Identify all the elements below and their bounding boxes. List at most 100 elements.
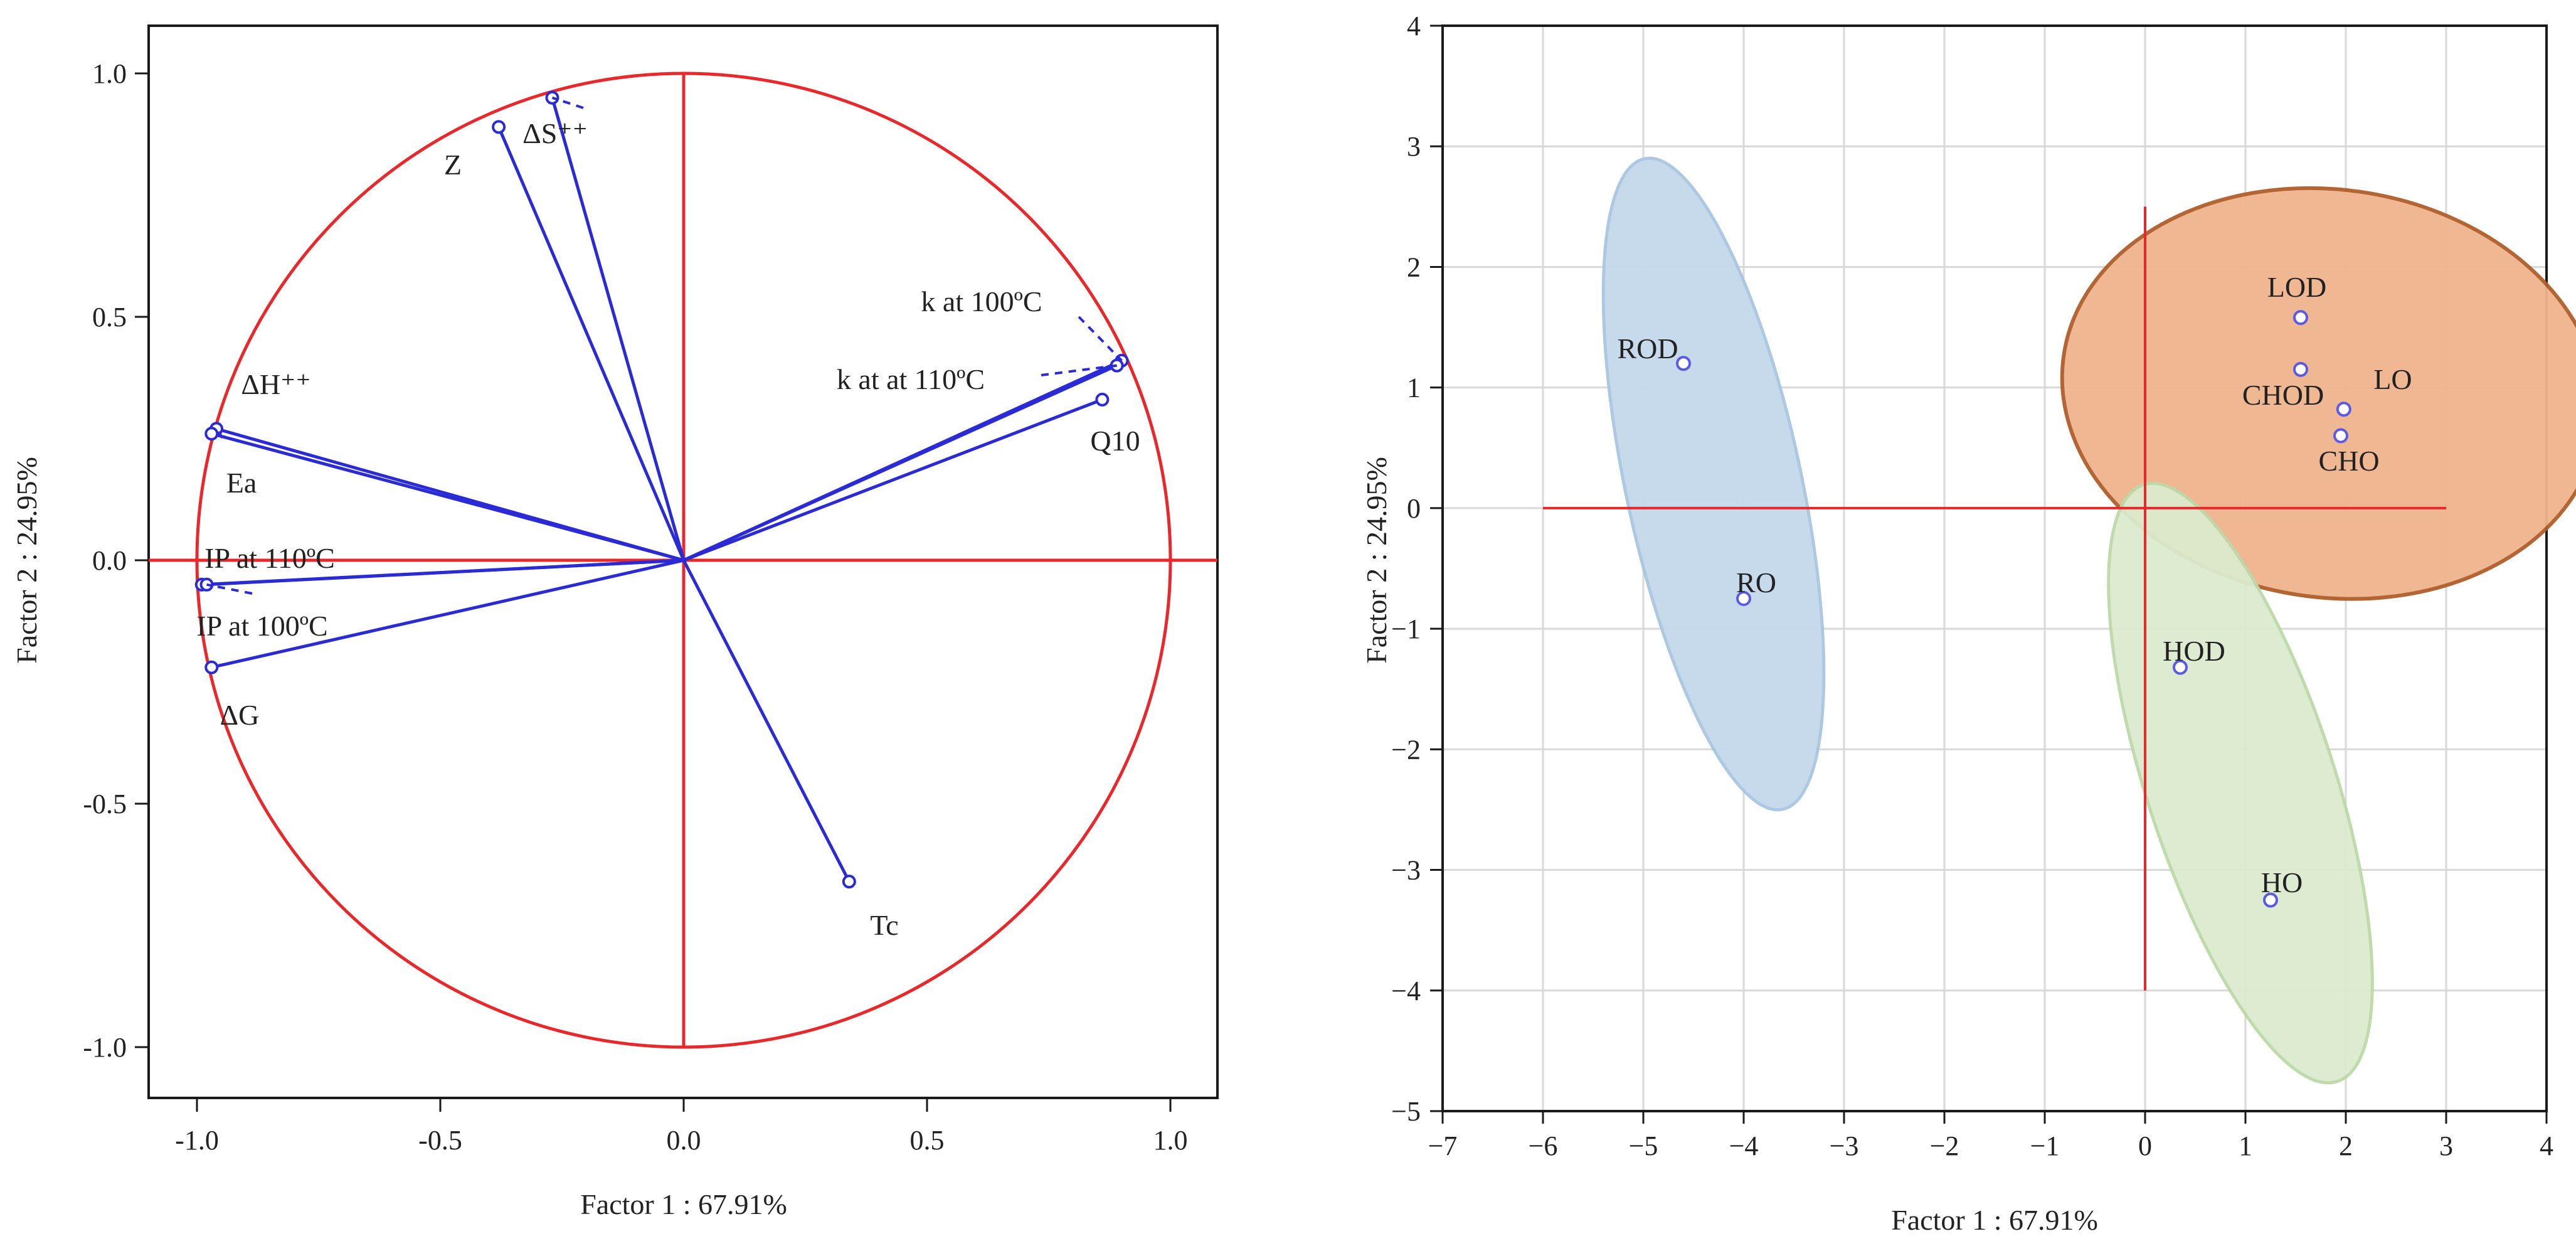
group-ellipse-r <box>1601 156 1826 812</box>
left-ytick-labels: -1.0 -0.5 0.0 0.5 1.0 <box>83 58 127 1063</box>
group-ellipse-h <box>2107 481 2374 1085</box>
vector-tip-tc <box>842 875 856 889</box>
point-label-lod: LOD <box>2267 271 2327 303</box>
right-ytick-labels: −5 −4 −3 −2 −1 0 1 2 3 4 <box>1391 11 1421 1127</box>
loading-vectors <box>194 90 1129 889</box>
score-point-rod <box>1676 356 1691 371</box>
left-xtick-label: 1.0 <box>1153 1125 1188 1156</box>
right-ytick-label: 1 <box>1407 373 1421 403</box>
score-point-hod <box>2173 659 2188 675</box>
right-xtick-label: 4 <box>2540 1131 2553 1161</box>
left-ticks <box>135 72 1172 1112</box>
point-label-hod: HOD <box>2163 635 2225 667</box>
vector-label-ea: Ea <box>226 467 257 499</box>
right-xtick-labels: −7 −6 −5 −4 −3 −2 −1 0 1 2 3 4 <box>1428 1131 2553 1161</box>
group-ellipses <box>1601 156 2576 1085</box>
vector-line-s <box>551 97 686 561</box>
right-xtick-label: −7 <box>1428 1131 1458 1161</box>
right-ytick-label: 0 <box>1407 493 1421 524</box>
vector-line-ea <box>211 432 684 562</box>
vector-label-tc: Tc <box>870 909 898 941</box>
right-xtick-label: 1 <box>2239 1131 2252 1161</box>
right-xtick-label: 2 <box>2339 1131 2353 1161</box>
vector-label-delta-g: ΔG <box>220 699 260 731</box>
left-xtick-labels: -1.0 -0.5 0.0 0.5 1.0 <box>175 1125 1187 1156</box>
right-ytick-label: 2 <box>1407 252 1421 282</box>
score-points <box>1676 310 2351 908</box>
vector-tip-q10 <box>1095 392 1110 407</box>
right-xtick-label: −6 <box>1529 1131 1558 1161</box>
left-xtick-label: 0.5 <box>910 1125 945 1156</box>
right-ytick-label: 3 <box>1407 131 1421 162</box>
right-ytick-label: 4 <box>1407 11 1421 41</box>
label-leader-lines <box>206 96 1123 595</box>
right-ytick-label: −3 <box>1391 855 1421 886</box>
leader-k-at-100-c <box>1078 316 1123 362</box>
unit-circle <box>195 72 1172 1049</box>
left-xtick-label: -1.0 <box>175 1125 219 1156</box>
score-point-chod <box>2293 361 2308 377</box>
score-point-ho <box>2263 892 2278 908</box>
right-xtick-label: −5 <box>1629 1131 1658 1161</box>
left-ytick-label: -1.0 <box>83 1032 127 1063</box>
vector-line-z <box>497 126 686 561</box>
left-xtick-label: -0.5 <box>418 1125 462 1156</box>
vector-label-k110: k at at 110ºC <box>837 363 985 395</box>
vector-line-g <box>211 558 684 669</box>
point-label-lo: LO <box>2373 363 2412 395</box>
loading-labels: Z ΔS⁺⁺ k at 100ºC k at at 110ºC Q10 ΔH⁺⁺… <box>196 117 1140 941</box>
right-origin-cross <box>1543 206 2446 991</box>
left-ytick-label: 0.0 <box>92 545 127 576</box>
left-y-axis-label: Factor 2 : 24.95% <box>11 457 43 664</box>
right-ytick-label: −4 <box>1391 976 1421 1006</box>
right-xtick-label: −2 <box>1930 1131 1959 1161</box>
right-y-axis-label: Factor 2 : 24.95% <box>1360 457 1392 664</box>
correlation-circle-chart: -1.0 -0.5 0.0 0.5 1.0 -1.0 -0.5 0.0 0.5 1.0 Z ΔS… <box>11 24 1219 1220</box>
point-label-rod: ROD <box>1617 333 1678 365</box>
vector-label-q10: Q10 <box>1090 425 1140 457</box>
point-label-ho: HO <box>2261 866 2303 898</box>
vector-label-delta-s: ΔS⁺⁺ <box>522 117 588 149</box>
point-label-cho: CHO <box>2318 445 2379 477</box>
left-ytick-label: 1.0 <box>92 58 127 89</box>
vector-line-ip-at-100-c <box>206 558 684 587</box>
vector-tip-g <box>204 660 219 674</box>
right-xtick-label: −1 <box>2030 1131 2060 1161</box>
vector-tip-z <box>492 120 506 134</box>
right-x-axis-label: Factor 1 : 67.91% <box>1891 1204 2098 1236</box>
score-point-ro <box>1736 591 1751 607</box>
vector-line-tc <box>682 559 851 883</box>
vector-tip-ea <box>204 427 219 441</box>
left-ytick-label: -0.5 <box>83 789 127 819</box>
right-ytick-label: −1 <box>1391 614 1421 644</box>
right-xtick-label: 0 <box>2138 1131 2152 1161</box>
vector-label-delta-h: ΔH⁺⁺ <box>241 368 310 400</box>
right-xtick-label: −3 <box>1830 1131 1859 1161</box>
right-ticks <box>1430 24 2548 1124</box>
vector-label-z: Z <box>444 149 462 181</box>
group-ellipse-l-ch <box>2060 186 2576 601</box>
right-plot-frame <box>1441 24 2548 1112</box>
point-label-chod: CHOD <box>2242 379 2324 411</box>
right-xtick-label: 3 <box>2439 1131 2453 1161</box>
vector-label-k100: k at 100ºC <box>921 285 1042 317</box>
right-xtick-label: −4 <box>1729 1131 1759 1161</box>
score-plot-chart: −7 −6 −5 −4 −3 −2 −1 0 1 2 3 4 −5 −4 −3 −2 −1 0 1 2 3 4 ROD … <box>1360 11 2576 1236</box>
score-labels: ROD RO LOD CHOD LO CHO HOD HO <box>1617 271 2412 898</box>
right-ytick-label: −5 <box>1391 1096 1421 1127</box>
leader-s <box>551 96 584 109</box>
point-label-ro: RO <box>1736 567 1776 599</box>
left-ytick-label: 0.5 <box>92 302 127 333</box>
left-xtick-label: 0.0 <box>667 1125 701 1156</box>
right-ytick-label: −2 <box>1391 734 1421 765</box>
vector-line-q10 <box>683 398 1103 562</box>
score-point-lod <box>2293 310 2308 326</box>
leader-h <box>215 428 224 439</box>
leader-ip-at-100-c <box>206 583 253 595</box>
left-x-axis-label: Factor 1 : 67.91% <box>580 1188 787 1220</box>
score-point-lo <box>2336 402 2351 417</box>
vector-line-k-at-at-110-c <box>682 364 1118 562</box>
vector-label-ip110: IP at 110ºC <box>204 542 335 574</box>
score-point-cho <box>2333 428 2348 444</box>
